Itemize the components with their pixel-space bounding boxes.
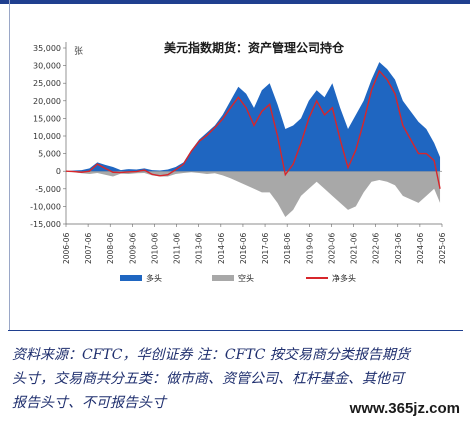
x-tick-label: 2009-06 xyxy=(128,232,137,264)
x-tick-label: 2020-06 xyxy=(327,232,336,264)
long-position-area xyxy=(66,62,441,172)
x-tick-label: 2023-06 xyxy=(394,232,403,264)
x-tick-label: 2010-06 xyxy=(150,232,159,264)
y-axis-unit: 张 xyxy=(74,46,83,57)
legend-net-long-label: 净多头 xyxy=(332,273,356,283)
caption-divider xyxy=(8,330,463,331)
left-border xyxy=(9,0,10,330)
y-tick-label: -10,000 xyxy=(30,202,61,211)
legend-long-label: 多头 xyxy=(146,273,162,283)
y-tick-label: 25,000 xyxy=(33,79,61,88)
source-note-line-2: 头寸，交易商共分五类：做市商、资管公司、杠杆基金、其他可 xyxy=(12,371,404,387)
x-tick-label: 2008-06 xyxy=(106,232,115,264)
x-tick-label: 2018-06 xyxy=(283,232,292,264)
y-tick-label: 35,000 xyxy=(33,44,61,53)
y-tick-label: 0 xyxy=(56,167,61,176)
y-tick-label: 30,000 xyxy=(33,62,61,71)
y-tick-label: -5,000 xyxy=(35,185,61,194)
x-tick-label: 2006-06 xyxy=(62,232,71,264)
source-note-line-1: 资料来源：CFTC，华创证券 注：CFTC 按交易商分类报告期货 xyxy=(12,347,410,363)
chart-title: 美元指数期货：资产管理公司持仓 xyxy=(164,40,345,55)
x-tick-label: 2016-06 xyxy=(239,232,248,264)
y-tick-label: 20,000 xyxy=(33,97,61,106)
x-tick-label: 2014-06 xyxy=(217,232,226,264)
x-tick-label: 2019-06 xyxy=(305,232,314,264)
x-tick-label: 2024-06 xyxy=(416,232,425,264)
y-tick-label: -15,000 xyxy=(30,220,61,229)
x-tick-label: 2022-06 xyxy=(372,232,381,264)
source-note: 资料来源：CFTC，华创证券 注：CFTC 按交易商分类报告期货 头寸，交易商共… xyxy=(12,343,464,415)
site-watermark: www.365jz.com xyxy=(349,400,460,417)
y-tick-label: 5,000 xyxy=(38,150,61,159)
position-chart: 美元指数期货：资产管理公司持仓 张 35,000 30,000 25,000 20,000… xyxy=(30,40,447,283)
x-tick-label: 2013-06 xyxy=(195,232,204,264)
legend-short-swatch xyxy=(212,275,234,281)
x-tick-label: 2007-06 xyxy=(84,232,93,264)
legend-long-swatch xyxy=(120,275,142,281)
x-tick-label: 2017-06 xyxy=(261,232,270,264)
x-tick-label: 2011-06 xyxy=(173,232,182,264)
top-border xyxy=(0,0,470,4)
short-position-area xyxy=(66,171,441,217)
y-tick-label: 15,000 xyxy=(33,114,61,123)
x-tick-label: 2025-06 xyxy=(438,232,447,264)
x-tick-label: 2021-06 xyxy=(350,232,359,264)
net-long-line xyxy=(65,69,441,189)
y-tick-label: 10,000 xyxy=(33,132,61,141)
source-note-line-3: 报告头寸、不可报告头寸 xyxy=(12,395,166,411)
legend-short-label: 空头 xyxy=(238,273,254,283)
